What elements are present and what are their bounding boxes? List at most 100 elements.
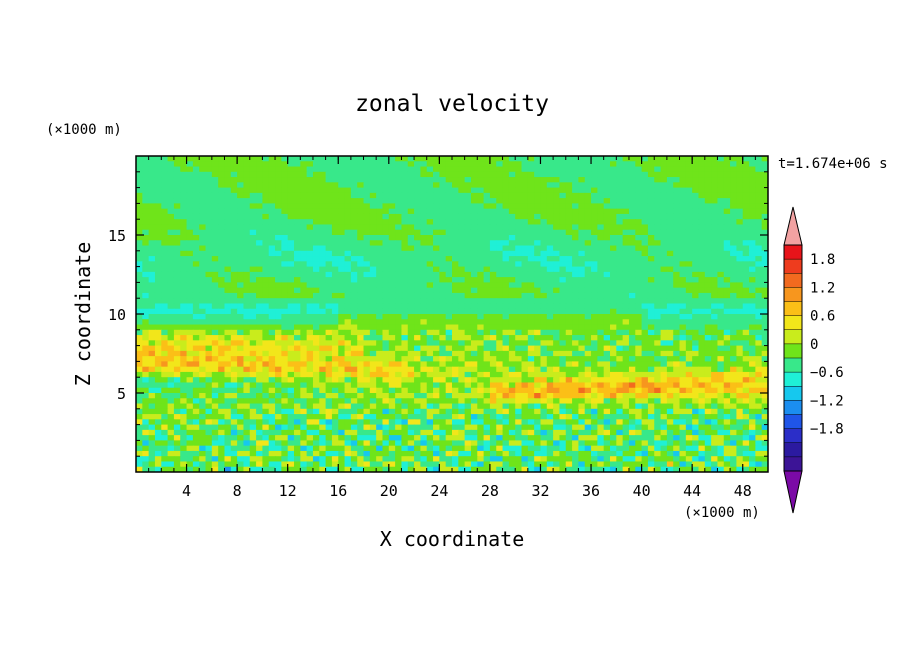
field-cell <box>211 203 219 210</box>
field-cell <box>477 298 485 305</box>
field-cell <box>376 245 384 252</box>
field-cell <box>420 345 428 352</box>
field-cell <box>723 403 731 410</box>
field-cell <box>319 398 327 405</box>
field-cell <box>369 398 377 405</box>
field-cell <box>249 271 257 278</box>
field-cell <box>344 240 352 247</box>
field-cell <box>534 314 542 320</box>
field-cell <box>388 371 396 378</box>
field-cell <box>654 203 662 210</box>
field-cell <box>572 156 579 162</box>
field-cell <box>224 187 232 194</box>
field-cell <box>275 161 282 168</box>
field-cell <box>306 250 314 257</box>
field-cell <box>388 182 396 189</box>
field-cell <box>647 408 655 415</box>
field-cell <box>199 361 207 368</box>
field-cell <box>483 166 491 173</box>
field-cell <box>148 298 156 305</box>
field-cell <box>262 340 270 347</box>
field-cell <box>294 266 301 273</box>
field-cell <box>275 271 282 278</box>
field-cell <box>243 256 251 262</box>
field-cell <box>692 408 700 415</box>
field-cell <box>142 240 150 247</box>
field-cell <box>136 187 143 194</box>
field-cell <box>679 229 687 236</box>
field-cell <box>445 356 453 362</box>
field-cell <box>610 314 617 320</box>
field-cell <box>553 192 561 199</box>
field-cell <box>736 361 744 368</box>
field-cell <box>483 335 491 341</box>
field-cell <box>502 398 510 405</box>
field-cell <box>546 156 554 162</box>
field-cell <box>641 245 649 252</box>
field-cell <box>597 382 605 389</box>
field-cell <box>546 361 554 368</box>
field-cell <box>761 329 768 336</box>
field-cell <box>452 414 459 420</box>
field-cell <box>268 403 276 410</box>
field-cell <box>433 393 440 399</box>
field-cell <box>660 377 668 384</box>
field-cell <box>211 245 219 252</box>
field-cell <box>761 245 768 252</box>
field-cell <box>679 266 687 273</box>
field-cell <box>692 229 700 236</box>
field-cell <box>262 382 270 389</box>
field-cell <box>527 271 535 278</box>
field-cell <box>666 393 674 399</box>
field-cell <box>401 403 409 410</box>
field-cell <box>376 198 384 204</box>
field-cell <box>452 203 459 210</box>
field-cell <box>679 171 687 178</box>
field-cell <box>268 219 276 226</box>
field-cell <box>730 298 737 305</box>
field-cell <box>161 213 169 220</box>
field-cell <box>350 350 358 357</box>
field-cell <box>660 350 668 357</box>
field-cell <box>268 171 276 178</box>
field-cell <box>237 256 245 262</box>
field-cell <box>546 366 554 373</box>
field-cell <box>584 303 592 310</box>
field-cell <box>546 287 554 294</box>
field-cell <box>249 366 257 373</box>
field-cell <box>420 271 428 278</box>
field-cell <box>635 224 643 231</box>
field-cell <box>711 192 719 199</box>
field-cell <box>439 319 447 326</box>
field-cell <box>154 166 162 173</box>
field-cell <box>641 261 649 268</box>
field-cell <box>148 271 156 278</box>
field-cell <box>338 356 346 362</box>
field-cell <box>388 161 396 168</box>
field-cell <box>414 287 421 294</box>
field-cell <box>749 408 756 415</box>
field-cell <box>717 256 725 262</box>
field-cell <box>363 235 371 241</box>
field-cell <box>148 345 156 352</box>
field-cell <box>477 266 485 273</box>
field-cell <box>331 387 339 394</box>
field-cell <box>350 240 358 247</box>
field-cell <box>439 308 447 315</box>
field-cell <box>420 303 428 310</box>
field-cell <box>142 208 150 215</box>
field-cell <box>325 277 333 283</box>
field-cell <box>344 256 352 262</box>
field-cell <box>723 398 731 405</box>
field-cell <box>742 224 750 231</box>
field-cell <box>218 361 226 368</box>
field-cell <box>597 208 605 215</box>
field-cell <box>325 403 333 410</box>
field-cell <box>654 314 662 320</box>
field-cell <box>445 324 453 331</box>
field-cell <box>584 198 592 204</box>
field-cell <box>749 298 756 305</box>
field-cell <box>262 319 270 326</box>
field-cell <box>376 356 384 362</box>
field-cell <box>331 240 339 247</box>
